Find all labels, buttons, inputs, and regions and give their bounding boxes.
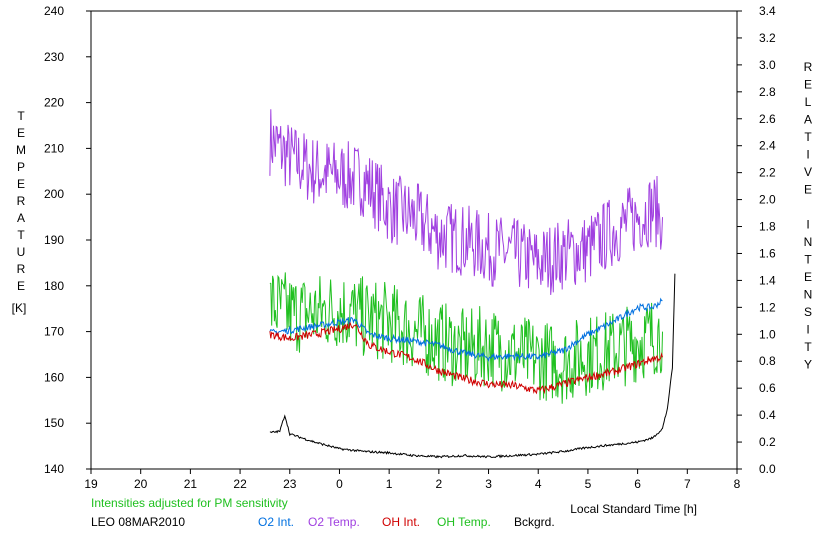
x-tick-label: 8 [734, 477, 741, 491]
y-right-tick-label: 0.0 [759, 462, 776, 476]
axis-label-letter: P [17, 160, 25, 174]
series-line-bckgrd [269, 273, 676, 459]
axis-label-letter: E [17, 177, 25, 191]
y-right-tick-label: 2.6 [759, 112, 776, 126]
legend-entry: OH Temp. [437, 515, 491, 529]
y-right-tick-label: 3.2 [759, 31, 776, 45]
legend-entry: O2 Temp. [308, 515, 360, 529]
axis-label-letter: E [17, 279, 25, 293]
axis-label-letter: T [804, 253, 812, 267]
x-tick-label: 19 [84, 477, 98, 491]
axis-label-letter: M [16, 143, 26, 157]
axis-label-letter: R [17, 194, 26, 208]
station-label: LEO 08MAR2010 [91, 515, 185, 529]
y-right-tick-label: 3.0 [759, 58, 776, 72]
series-line-o2-temp [269, 109, 663, 295]
axis-label-letter: E [804, 78, 812, 92]
legend-entry: Bckgrd. [514, 515, 555, 529]
axis-label-letter: I [806, 218, 809, 232]
axis-label-letter: A [17, 211, 25, 225]
y-right-tick-label: 1.2 [759, 300, 776, 314]
x-tick-label: 23 [283, 477, 297, 491]
x-tick-label: 21 [184, 477, 198, 491]
axis-label-letter: E [17, 126, 25, 140]
y-right-tick-label: 0.4 [759, 408, 776, 422]
y-right-tick-label: 0.6 [759, 381, 776, 395]
axis-label-letter: A [804, 113, 812, 127]
axis-label-letter: Y [804, 358, 812, 372]
y-right-tick-label: 1.6 [759, 246, 776, 260]
y-right-tick-label: 2.4 [759, 139, 776, 153]
x-tick-label: 22 [233, 477, 247, 491]
y-left-tick-label: 200 [44, 187, 64, 201]
y-right-tick-label: 2.8 [759, 85, 776, 99]
y-left-tick-label: 190 [44, 233, 64, 247]
axis-label-letter: L [805, 95, 812, 109]
y-left-tick-label: 140 [44, 462, 64, 476]
left-axis-ticks: 140 150 160 170 180 190 200 210 220 230 240 [44, 4, 91, 476]
axis-label-letter: E [804, 270, 812, 284]
y-right-tick-label: 1.0 [759, 327, 776, 341]
y-left-tick-label: 180 [44, 279, 64, 293]
series-line-oh-temp [269, 272, 663, 404]
y-left-tick-label: 230 [44, 50, 64, 64]
y-right-tick-label: 1.8 [759, 220, 776, 234]
axis-label-letter: T [804, 340, 812, 354]
note-text: Intensities adjusted for PM sensitivity [91, 496, 288, 510]
x-tick-label: 4 [535, 477, 542, 491]
y-right-tick-label: 1.4 [759, 273, 776, 287]
series-line-oh-int [269, 322, 663, 395]
x-tick-label: 3 [485, 477, 492, 491]
x-tick-label: 0 [336, 477, 343, 491]
y-right-tick-label: 2.2 [759, 166, 776, 180]
axis-label-letter: E [804, 183, 812, 197]
y-right-tick-label: 3.4 [759, 4, 776, 18]
y-left-tick-label: 170 [44, 325, 64, 339]
axis-label-letter: T [804, 130, 812, 144]
y-right-tick-label: 0.8 [759, 354, 776, 368]
x-tick-label: 1 [386, 477, 393, 491]
y-left-tick-label: 220 [44, 96, 64, 110]
x-tick-label: 6 [634, 477, 641, 491]
series-layer [269, 109, 676, 459]
axis-label-letter: I [806, 148, 809, 162]
axis-label-letter: R [17, 262, 26, 276]
series-line-o2-int [269, 297, 663, 362]
y-left-tick-label: 240 [44, 4, 64, 18]
y-right-tick-label: 0.2 [759, 435, 776, 449]
y-left-tick-label: 150 [44, 416, 64, 430]
legend-entry: O2 Int. [258, 515, 294, 529]
x-tick-label: 20 [134, 477, 148, 491]
y-right-tick-label: 2.0 [759, 193, 776, 207]
axis-label-letter: U [17, 245, 26, 259]
axis-label-letter: I [806, 323, 809, 337]
x-tick-label: 7 [684, 477, 691, 491]
axis-label-letter: V [804, 165, 812, 179]
right-axis-ticks: 0.0 0.2 0.4 0.6 0.8 1.0 1.2 1.4 1.6 1.8 2.0 2.2 2.4 2… [737, 4, 776, 476]
axis-label-letter: S [804, 305, 812, 319]
x-axis-ticks: 19 20 21 22 23 0 1 2 3 4 5 6 7 8 [84, 469, 741, 491]
axis-label-letter: N [804, 235, 813, 249]
axis-label-letter: N [804, 288, 813, 302]
legend-entry: OH Int. [382, 515, 420, 529]
axis-label-letter: T [17, 109, 25, 123]
legend: O2 Int. O2 Temp. OH Int. OH Temp. Bckgrd. [258, 515, 555, 529]
axis-label-letter: R [804, 60, 813, 74]
axis-label-letter: T [17, 228, 25, 242]
y-left-tick-label: 210 [44, 141, 64, 155]
left-axis-unit: [K] [12, 301, 27, 315]
y-left-tick-label: 160 [44, 370, 64, 384]
x-axis-label: Local Standard Time [h] [570, 502, 697, 516]
x-tick-label: 5 [585, 477, 592, 491]
x-tick-label: 2 [436, 477, 443, 491]
